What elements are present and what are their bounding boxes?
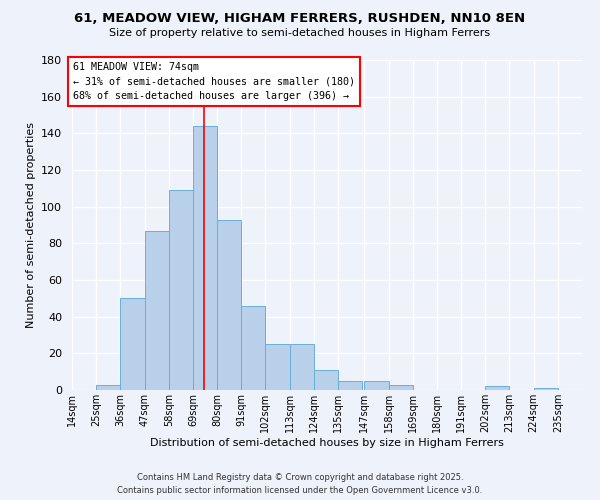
Bar [145, 230, 169, 390]
X-axis label: Distribution of semi-detached houses by size in Higham Ferrers: Distribution of semi-detached houses by … [150, 438, 504, 448]
Bar [364, 381, 389, 390]
Bar [338, 381, 362, 390]
Bar [533, 388, 558, 390]
Text: Contains HM Land Registry data © Crown copyright and database right 2025.
Contai: Contains HM Land Registry data © Crown c… [118, 474, 482, 495]
Bar [193, 126, 217, 390]
Bar [314, 370, 338, 390]
Y-axis label: Number of semi-detached properties: Number of semi-detached properties [26, 122, 35, 328]
Bar [121, 298, 145, 390]
Bar [290, 344, 314, 390]
Bar [389, 384, 413, 390]
Text: 61, MEADOW VIEW, HIGHAM FERRERS, RUSHDEN, NN10 8EN: 61, MEADOW VIEW, HIGHAM FERRERS, RUSHDEN… [74, 12, 526, 26]
Bar [485, 386, 509, 390]
Bar [241, 306, 265, 390]
Bar [265, 344, 290, 390]
Text: Size of property relative to semi-detached houses in Higham Ferrers: Size of property relative to semi-detach… [109, 28, 491, 38]
Text: 61 MEADOW VIEW: 74sqm
← 31% of semi-detached houses are smaller (180)
68% of sem: 61 MEADOW VIEW: 74sqm ← 31% of semi-deta… [73, 62, 355, 102]
Bar [169, 190, 193, 390]
Bar [96, 384, 121, 390]
Bar [217, 220, 241, 390]
